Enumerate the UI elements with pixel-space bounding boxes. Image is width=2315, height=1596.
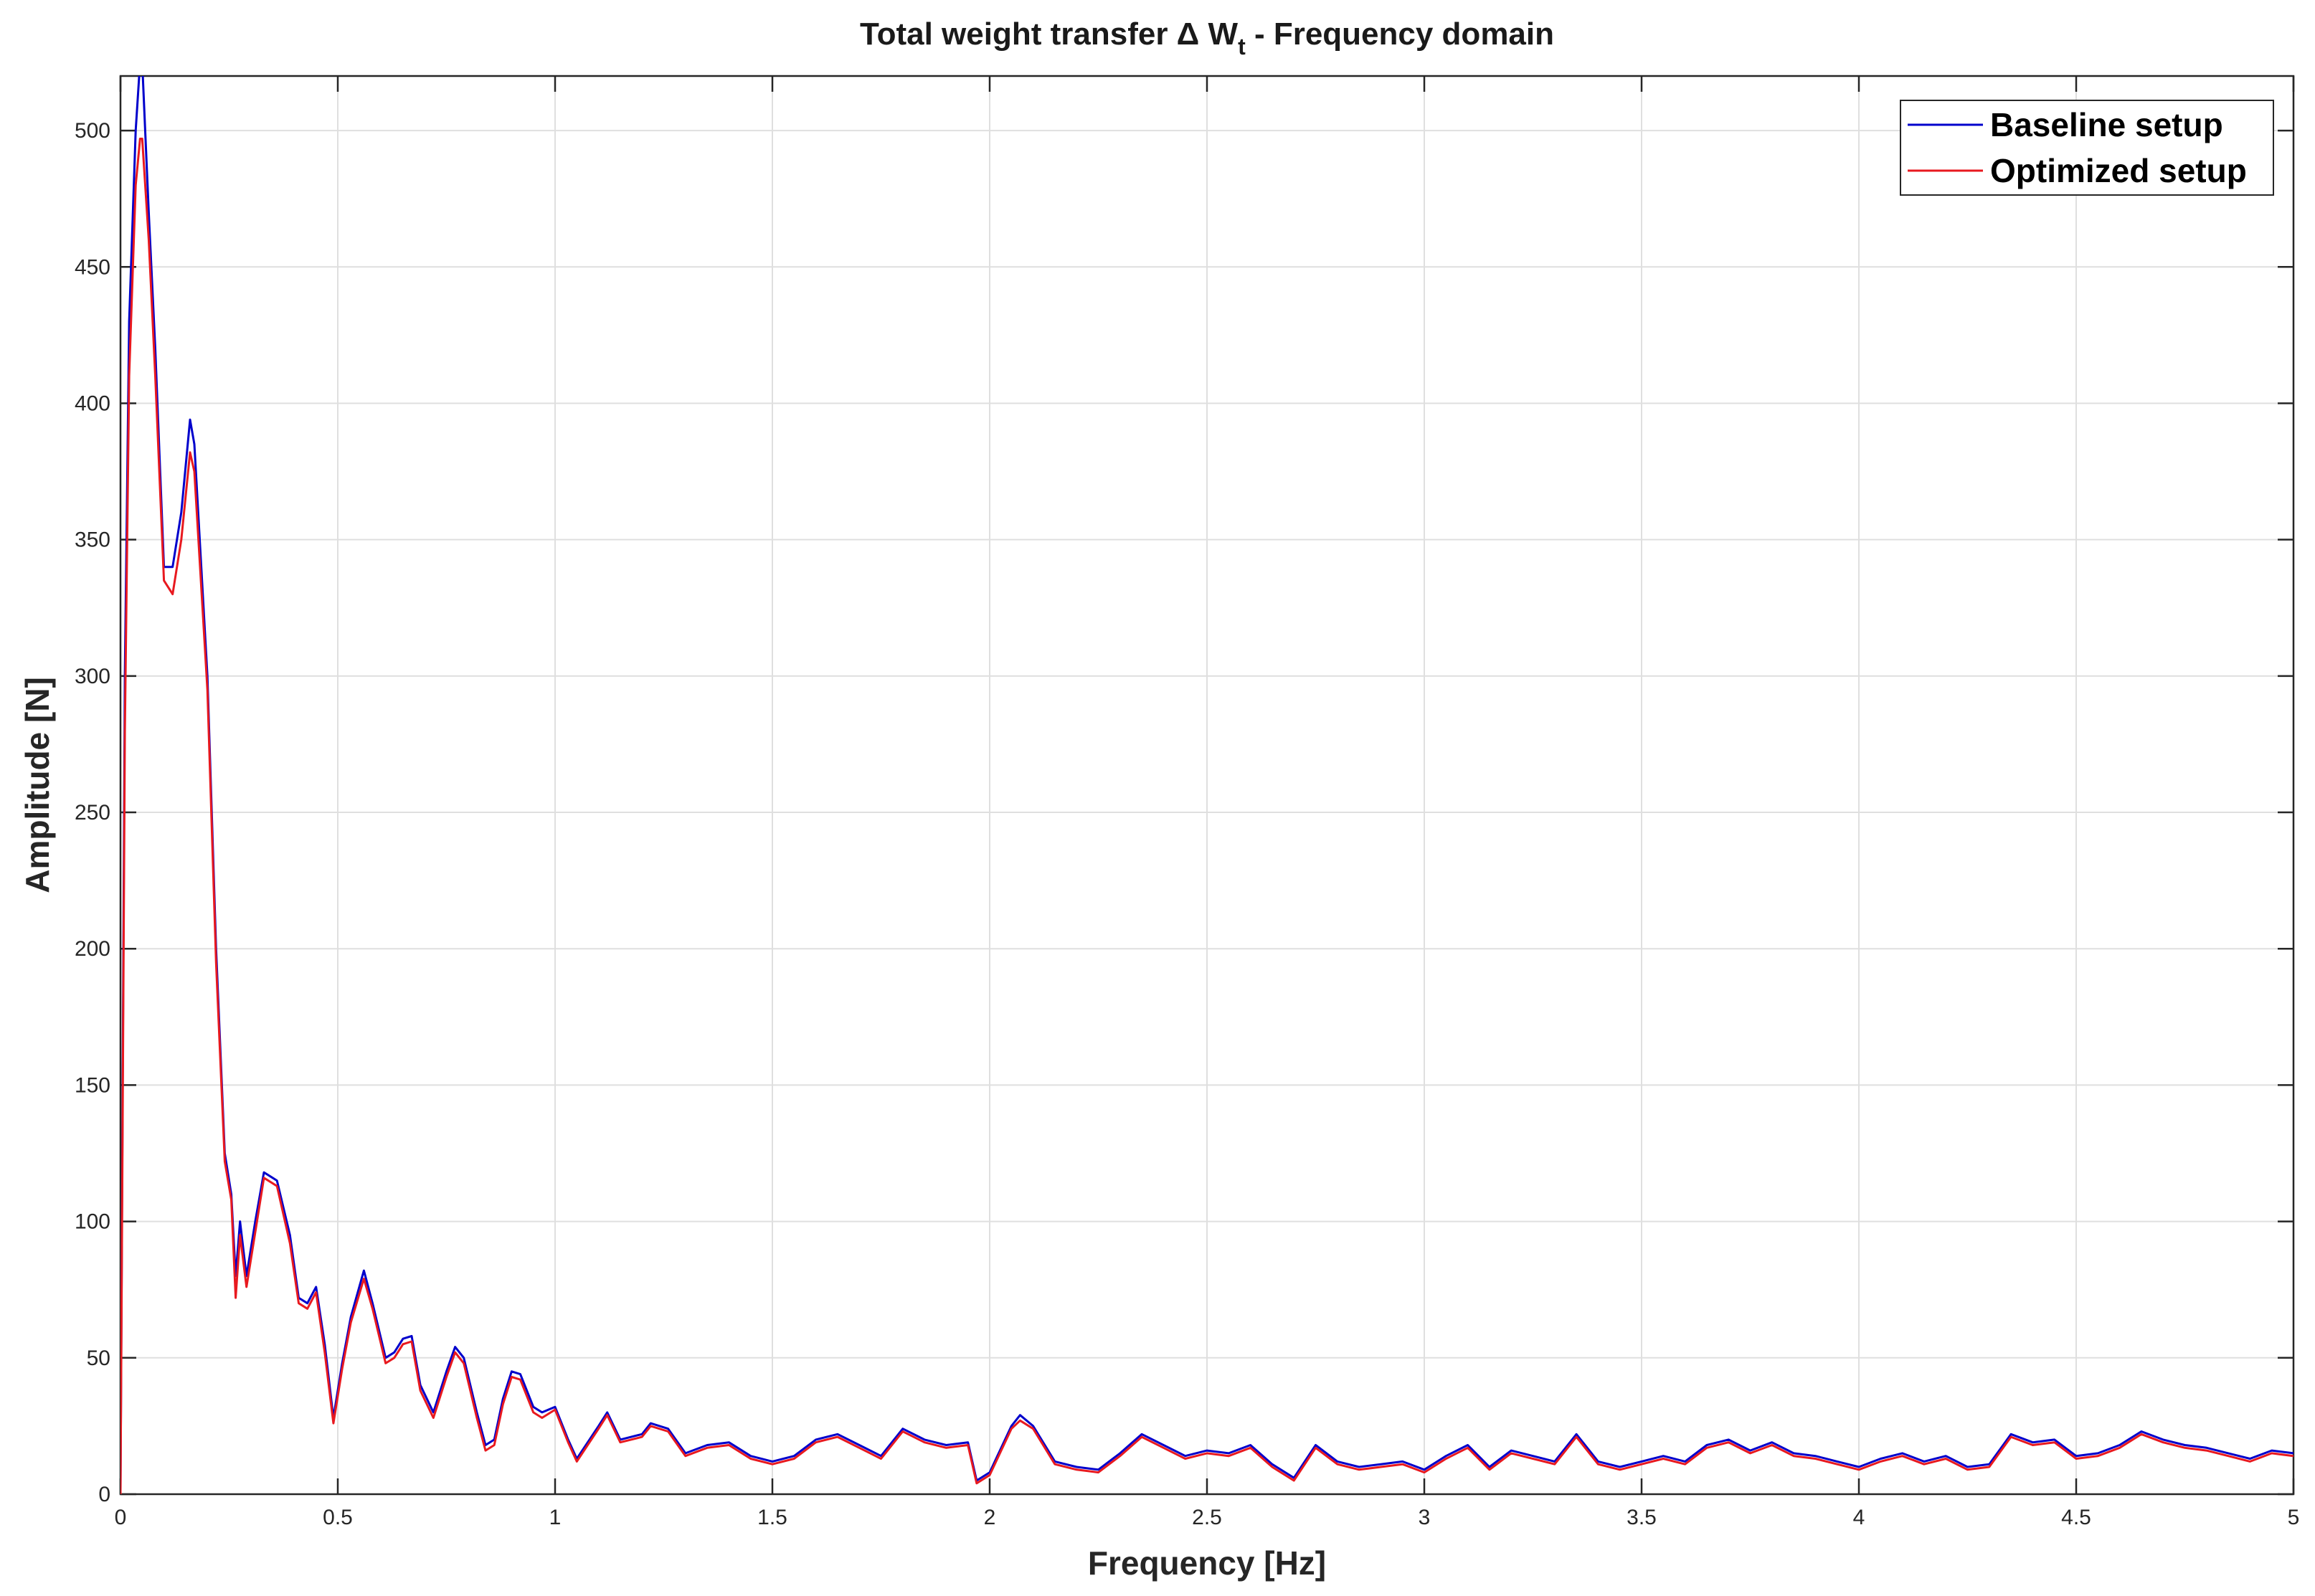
x-tick-label: 3 — [1419, 1506, 1431, 1529]
y-tick-label: 100 — [75, 1210, 110, 1234]
x-tick-labels: 0 0.5 1 1.5 2 2.5 3 3.5 4 4.5 5 — [115, 1506, 2300, 1529]
x-tick-label: 1 — [549, 1506, 562, 1529]
legend-box — [1900, 100, 2274, 196]
y-axis-label: Amplitude [N] — [19, 677, 56, 893]
y-tick-label: 200 — [75, 937, 110, 961]
x-axis-label: Frequency [Hz] — [1088, 1544, 1326, 1582]
x-tick-label: 5 — [2288, 1506, 2300, 1529]
x-tick-label: 4 — [1853, 1506, 1865, 1529]
y-tick-label: 0 — [98, 1483, 110, 1506]
x-tick-label: 1.5 — [757, 1506, 787, 1529]
x-tick-label: 4.5 — [2061, 1506, 2091, 1529]
y-tick-label: 350 — [75, 528, 110, 552]
series-layer — [120, 76, 2293, 1494]
x-tick-label: 3.5 — [1627, 1506, 1657, 1529]
y-tick-label: 150 — [75, 1073, 110, 1097]
y-tick-label: 450 — [75, 255, 110, 279]
y-tick-label: 50 — [87, 1346, 110, 1370]
x-tick-label: 2.5 — [1192, 1506, 1222, 1529]
y-tick-label: 250 — [75, 801, 110, 825]
axis-ticks — [119, 76, 2295, 1496]
y-tick-labels: 0 50 100 150 200 250 300 350 400 450 500 — [75, 119, 110, 1506]
chart-title: Total weight transfer Δ Wt - Frequency d… — [860, 16, 1554, 60]
legend-baseline-label: Baseline setup — [1990, 106, 2223, 143]
legend-optimized-label: Optimized setup — [1990, 152, 2247, 189]
x-tick-label: 0.5 — [323, 1506, 353, 1529]
series-line-optimized — [120, 138, 2293, 1494]
y-tick-label: 300 — [75, 665, 110, 688]
y-tick-label: 400 — [75, 391, 110, 415]
x-tick-label: 0 — [115, 1506, 127, 1529]
y-tick-label: 500 — [75, 119, 110, 143]
legend: Baseline setup Optimized setup — [1900, 100, 2274, 196]
x-tick-label: 2 — [984, 1506, 996, 1529]
series-line-baseline — [120, 76, 2293, 1494]
